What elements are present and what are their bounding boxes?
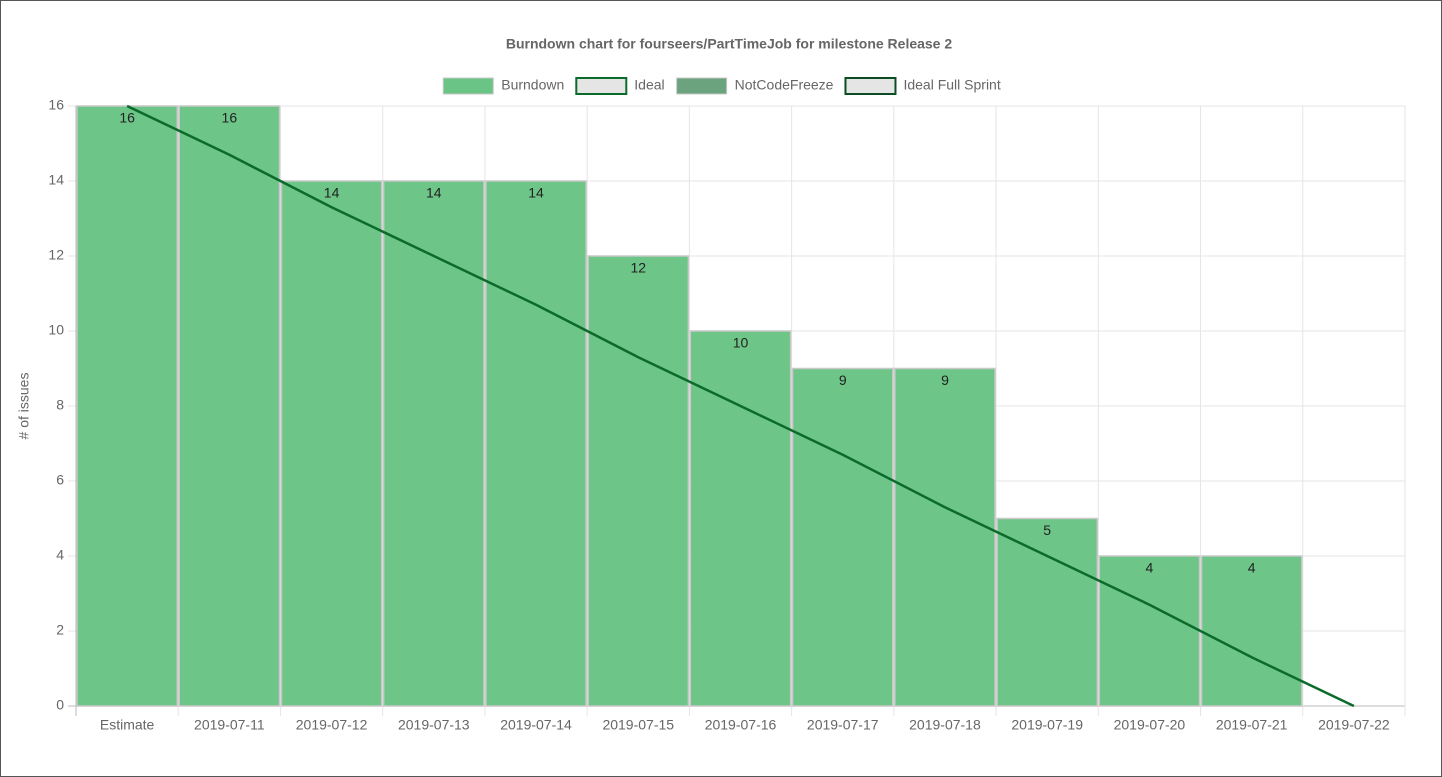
legend-label: Ideal <box>634 77 664 93</box>
data-label: 16 <box>119 110 135 126</box>
x-tick-label: 2019-07-19 <box>1011 717 1083 733</box>
data-label: 4 <box>1146 560 1154 576</box>
line <box>126 104 1355 708</box>
x-tick-label: 2019-07-22 <box>1318 717 1390 733</box>
x-tick-label: 2019-07-12 <box>296 717 368 733</box>
data-label: 14 <box>324 185 340 201</box>
bar <box>280 180 383 707</box>
legend-label: Burndown <box>501 77 564 93</box>
y-tick-label: 10 <box>48 322 64 338</box>
chart-title: Burndown chart for fourseers/PartTimeJob… <box>506 36 953 52</box>
x-tick-label: 2019-07-20 <box>1114 717 1186 733</box>
data-label: 14 <box>528 185 544 201</box>
x-tick-label: 2019-07-15 <box>602 717 674 733</box>
x-tick-label: 2019-07-14 <box>500 717 572 733</box>
data-label: 12 <box>630 260 646 276</box>
y-axis-label: # of issues <box>16 373 32 440</box>
bar <box>791 367 894 707</box>
y-tick-label: 2 <box>56 622 64 638</box>
legend-swatch <box>676 77 728 95</box>
x-tick-label: 2019-07-18 <box>909 717 981 733</box>
bar <box>1098 555 1201 707</box>
bar <box>689 330 792 707</box>
y-tick-label: 4 <box>56 547 64 563</box>
bar <box>485 180 587 707</box>
x-tick-label: 2019-07-21 <box>1216 717 1288 733</box>
y-tick-label: 6 <box>56 472 64 488</box>
x-tick-label: 2019-07-16 <box>705 717 777 733</box>
bar <box>996 517 1099 707</box>
data-label: 9 <box>839 372 847 388</box>
y-tick-label: 8 <box>56 397 64 413</box>
y-tick-label: 12 <box>48 247 64 263</box>
y-tick-label: 14 <box>48 172 64 188</box>
legend-label: NotCodeFreeze <box>735 77 834 93</box>
data-label: 14 <box>426 185 442 201</box>
y-tick-label: 16 <box>48 97 64 113</box>
bar <box>382 180 485 707</box>
data-label: 10 <box>733 335 749 351</box>
x-tick-label: 2019-07-13 <box>398 717 470 733</box>
x-tick-label: 2019-07-17 <box>807 717 879 733</box>
x-tick-label: 2019-07-11 <box>194 717 265 733</box>
bar <box>587 255 690 707</box>
legend-swatch <box>575 77 628 95</box>
legend-swatch <box>844 77 897 95</box>
bar <box>894 367 996 707</box>
legend-swatch <box>442 77 494 95</box>
data-label: 16 <box>222 110 238 126</box>
x-tick-label: Estimate <box>100 717 155 733</box>
bar <box>178 105 281 707</box>
legend-label: Ideal Full Sprint <box>903 77 1000 93</box>
data-label: 4 <box>1248 560 1256 576</box>
y-tick-label: 0 <box>56 697 64 713</box>
data-label: 9 <box>941 372 949 388</box>
data-label: 5 <box>1043 522 1051 538</box>
bar <box>1200 555 1303 707</box>
bar <box>76 105 178 707</box>
